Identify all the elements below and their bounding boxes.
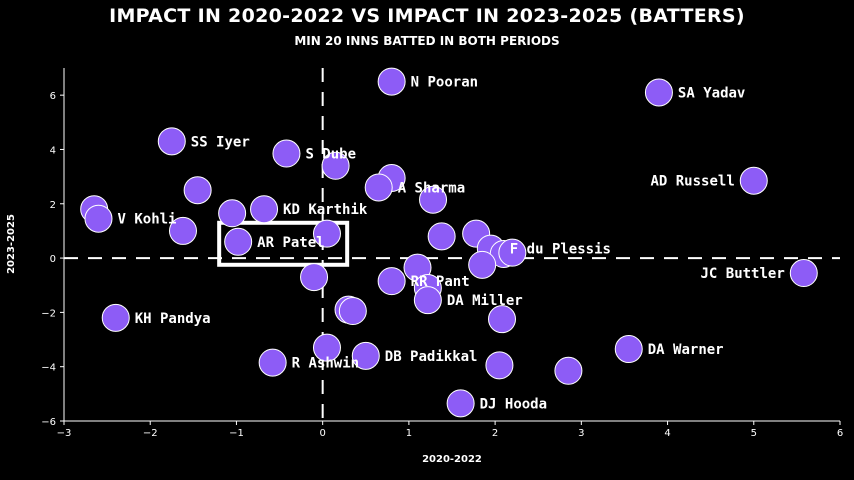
data-point	[554, 356, 583, 385]
point-label: R Ashwin	[292, 356, 359, 372]
data-point	[789, 259, 818, 288]
data-point	[338, 297, 367, 326]
point-label: JC Buttler	[700, 266, 784, 282]
data-point	[183, 176, 212, 205]
x-axis-label: 2020-2022	[422, 454, 482, 465]
data-point	[739, 166, 768, 195]
data-point	[250, 195, 279, 224]
point-label: SS Iyer	[191, 134, 250, 150]
point-label: DA Warner	[648, 342, 724, 358]
x-tick-label: 0	[319, 428, 325, 439]
data-point	[218, 199, 247, 228]
x-tick-label: −1	[229, 428, 244, 439]
point-label: S Dube	[305, 147, 356, 163]
data-point	[272, 139, 301, 168]
x-tick-label: 5	[751, 428, 757, 439]
data-point	[101, 303, 130, 332]
data-point	[468, 250, 497, 279]
data-point	[312, 219, 341, 248]
data-point	[446, 389, 475, 418]
highlight-box	[217, 220, 350, 267]
point-label: F du Plessis	[510, 242, 611, 258]
point-label: AR Patel	[257, 235, 324, 251]
x-tick-label: 6	[837, 428, 843, 439]
highlight-rect	[217, 220, 350, 267]
axes	[63, 68, 840, 422]
data-point	[351, 341, 380, 370]
data-point	[413, 286, 442, 315]
x-tick-label: 3	[578, 428, 584, 439]
data-point	[321, 151, 350, 180]
point-labels: N Pooran SA Yadav SS Iyer S Dube A Sharma AD …	[117, 75, 784, 413]
data-point	[364, 173, 393, 202]
point-label: DB Padikkal	[385, 349, 478, 365]
y-tick-label: 0	[50, 254, 56, 265]
point-label: KD Karthik	[283, 202, 368, 218]
point-label: DA Miller	[447, 293, 523, 309]
x-tick-label: −3	[57, 428, 72, 439]
data-point	[300, 263, 329, 292]
y-tick-label: 2	[50, 200, 56, 211]
data-point	[84, 204, 113, 233]
data-point	[377, 67, 406, 96]
x-tick-label: 1	[406, 428, 412, 439]
data-point	[644, 78, 673, 107]
chart-title: IMPACT IN 2020-2022 VS IMPACT IN 2023-20…	[109, 5, 745, 27]
point-label: DJ Hooda	[480, 396, 547, 412]
x-tick-label: 4	[664, 428, 670, 439]
data-point	[258, 348, 287, 377]
x-tick-label: 2	[492, 428, 498, 439]
point-label: KH Pandya	[135, 311, 211, 327]
point-label: V Kohli	[117, 212, 176, 228]
point-label: A Sharma	[398, 180, 465, 196]
axis-ticks: −3 −2 −1 0 1 2 3 4 5 6 −6 −4 −2 0 2 4 6	[41, 91, 843, 439]
data-point	[157, 127, 186, 156]
data-point	[377, 267, 406, 296]
point-label: AD Russell	[650, 174, 734, 190]
data-points	[80, 67, 818, 418]
point-label: N Pooran	[411, 75, 478, 91]
data-point	[312, 333, 341, 362]
data-point	[427, 222, 456, 251]
chart-subtitle: MIN 20 INNS BATTED IN BOTH PERIODS	[294, 34, 560, 48]
data-point	[224, 227, 253, 256]
point-label: SA Yadav	[678, 85, 745, 101]
x-tick-label: −2	[143, 428, 158, 439]
y-axis-label: 2023-2025	[6, 214, 17, 274]
y-tick-label: −2	[41, 308, 56, 319]
y-tick-label: 4	[50, 145, 56, 156]
y-tick-label: 6	[50, 91, 56, 102]
data-point	[498, 238, 527, 267]
y-tick-label: −4	[41, 363, 56, 374]
data-point	[419, 185, 448, 214]
data-point	[614, 335, 643, 364]
y-tick-label: −6	[41, 417, 56, 428]
data-point	[488, 305, 517, 334]
point-label: RR Pant	[411, 274, 470, 290]
data-point	[485, 351, 514, 380]
data-point	[168, 216, 197, 245]
